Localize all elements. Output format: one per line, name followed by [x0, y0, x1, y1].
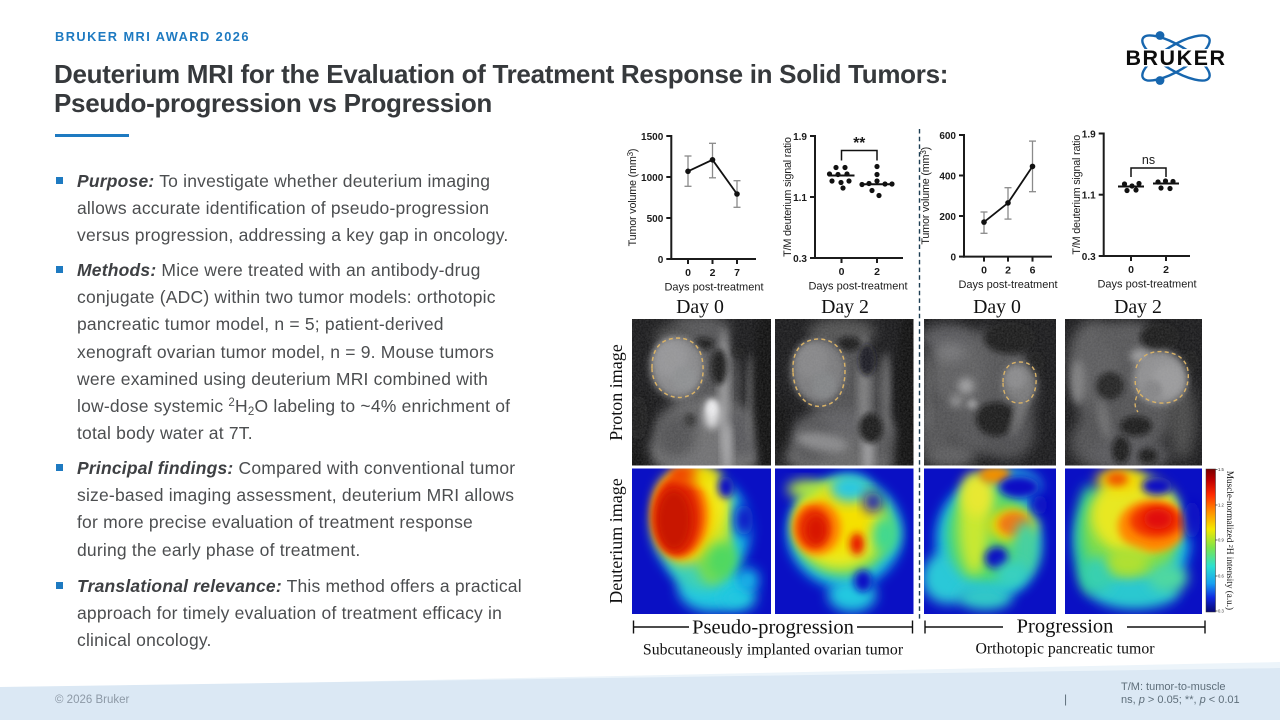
svg-text:400: 400	[939, 172, 956, 183]
svg-text:BRUKER: BRUKER	[1126, 46, 1227, 70]
svg-text:Days post-treatment: Days post-treatment	[958, 279, 1057, 291]
svg-text:T/M deuterium signal ratio: T/M deuterium signal ratio	[1071, 135, 1083, 255]
svg-text:**: **	[853, 135, 866, 152]
svg-text:0.9: 0.9	[1218, 538, 1224, 543]
svg-text:0: 0	[839, 266, 845, 278]
svg-text:0: 0	[658, 255, 664, 266]
svg-text:1000: 1000	[641, 173, 664, 184]
svg-text:0: 0	[981, 265, 987, 277]
svg-text:Deuterium image: Deuterium image	[606, 478, 626, 603]
svg-text:Proton image: Proton image	[606, 344, 626, 441]
svg-text:Orthotopic pancreatic tumor: Orthotopic pancreatic tumor	[976, 641, 1156, 658]
svg-text:Days post-treatment: Days post-treatment	[664, 282, 763, 294]
svg-text:1500: 1500	[641, 132, 664, 143]
svg-text:Tumor volume (mm3): Tumor volume (mm3)	[626, 149, 639, 247]
svg-text:Subcutaneously implanted ovari: Subcutaneously implanted ovarian tumor	[643, 642, 904, 659]
svg-text:0: 0	[1128, 264, 1134, 276]
svg-text:1.2: 1.2	[1218, 503, 1224, 508]
svg-text:1.5: 1.5	[1218, 467, 1224, 472]
svg-text:2: 2	[710, 267, 716, 279]
svg-text:2: 2	[1163, 264, 1169, 276]
svg-text:Pseudo-progression: Pseudo-progression	[692, 617, 854, 639]
svg-text:0.3: 0.3	[1218, 609, 1224, 614]
svg-text:1.9: 1.9	[793, 132, 807, 143]
svg-text:0: 0	[950, 253, 956, 264]
svg-text:Days post-treatment: Days post-treatment	[808, 281, 907, 293]
svg-text:600: 600	[939, 131, 956, 142]
svg-text:500: 500	[647, 214, 664, 225]
svg-text:Day 2: Day 2	[821, 296, 869, 318]
svg-text:2: 2	[874, 266, 880, 278]
svg-text:2: 2	[1005, 265, 1011, 277]
svg-text:7: 7	[734, 267, 740, 279]
svg-text:Days post-treatment: Days post-treatment	[1097, 279, 1196, 291]
svg-text:Muscle-normalized 2H intensity: Muscle-normalized 2H intensity (a.u.)	[1225, 471, 1235, 610]
svg-text:0.3: 0.3	[1082, 252, 1096, 263]
svg-text:Day 2: Day 2	[1114, 296, 1162, 318]
svg-text:0: 0	[685, 267, 691, 279]
svg-text:1.9: 1.9	[1082, 130, 1096, 141]
svg-text:Tumor volume (mm3): Tumor volume (mm3)	[919, 147, 932, 245]
svg-text:200: 200	[939, 212, 956, 223]
svg-text:Progression: Progression	[1017, 616, 1114, 638]
svg-text:T/M deuterium signal ratio: T/M deuterium signal ratio	[782, 137, 794, 257]
svg-text:Day 0: Day 0	[676, 296, 724, 318]
svg-text:ns: ns	[1142, 153, 1155, 167]
svg-text:0.6: 0.6	[1218, 574, 1224, 579]
svg-text:Day 0: Day 0	[973, 296, 1021, 318]
svg-text:6: 6	[1030, 265, 1036, 277]
svg-text:1.1: 1.1	[1082, 191, 1096, 202]
svg-text:1.1: 1.1	[793, 193, 807, 204]
svg-text:0.3: 0.3	[793, 254, 807, 265]
